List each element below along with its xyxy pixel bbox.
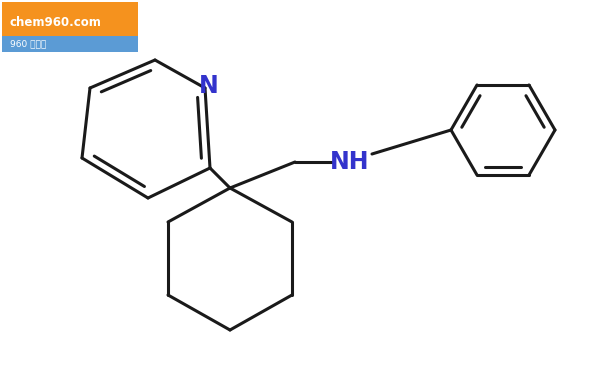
Text: chem960.com: chem960.com bbox=[10, 15, 102, 28]
Text: NH: NH bbox=[330, 150, 370, 174]
Text: N: N bbox=[199, 74, 219, 98]
Polygon shape bbox=[2, 2, 138, 36]
Text: 960 化工网: 960 化工网 bbox=[10, 39, 46, 48]
Polygon shape bbox=[2, 36, 138, 52]
